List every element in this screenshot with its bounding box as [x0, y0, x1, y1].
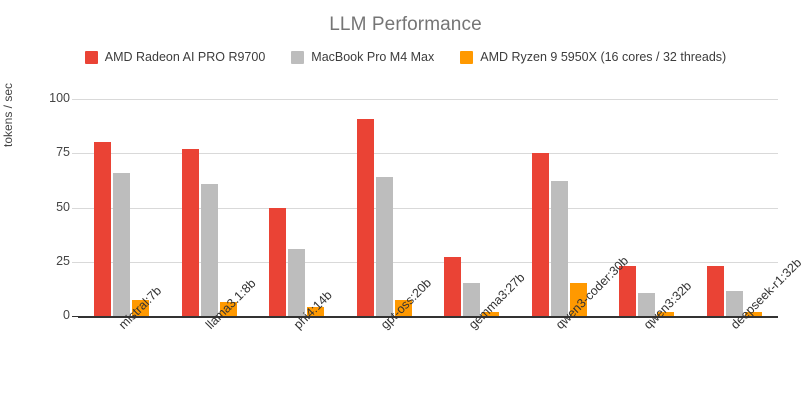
bar[interactable]: [657, 311, 675, 316]
bar[interactable]: [725, 291, 743, 316]
bar[interactable]: [375, 177, 393, 316]
legend-item-label: AMD Ryzen 9 5950X (16 cores / 32 threads…: [480, 50, 727, 64]
chart-title: LLM Performance: [329, 14, 482, 35]
y-axis-tick-label: 50: [56, 199, 70, 214]
bar[interactable]: [394, 299, 412, 316]
legend-item-label: AMD Radeon AI PRO R9700: [104, 50, 266, 64]
legend-item[interactable]: AMD Ryzen 9 5950X (16 cores / 32 threads…: [460, 50, 726, 64]
bar[interactable]: [482, 311, 500, 316]
y-axis-tick-mark: [72, 207, 78, 209]
gridline: [78, 207, 778, 209]
bar[interactable]: [638, 293, 656, 316]
legend-swatch-icon: [460, 50, 474, 64]
bar[interactable]: [219, 301, 237, 316]
bar-group: [531, 99, 587, 316]
bar[interactable]: [288, 248, 306, 316]
y-axis-tick-mark: [72, 99, 78, 100]
gridline: [78, 261, 778, 263]
bar-group: [356, 99, 412, 316]
plot-area: [78, 99, 778, 316]
chart-legend: AMD Radeon AI PRO R9700 MacBook Pro M4 Ma…: [0, 50, 811, 64]
bar[interactable]: [706, 266, 724, 316]
bar-group: [269, 99, 325, 316]
x-axis-line: [78, 316, 778, 318]
gridline: [78, 99, 778, 100]
y-axis-tick-label: 100: [49, 91, 70, 105]
bar[interactable]: [94, 142, 112, 316]
x-axis-labels: mistral:7b llama3.1:8b phi4:14b gpt-oss:20b…: [78, 254, 805, 416]
legend-item[interactable]: MacBook Pro M4 Max: [291, 50, 434, 64]
bar[interactable]: [356, 118, 374, 316]
y-axis-tick-label: 75: [56, 145, 70, 160]
legend-item[interactable]: AMD Radeon AI PRO R9700: [84, 50, 266, 64]
bar[interactable]: [744, 311, 762, 316]
y-axis-tick-label: 25: [56, 253, 70, 268]
y-axis-tick-mark: [72, 261, 78, 263]
bar[interactable]: [113, 172, 131, 316]
bar[interactable]: [619, 266, 637, 316]
y-axis-tick-mark: [72, 316, 78, 317]
bar[interactable]: [181, 148, 199, 316]
y-axis-tick-label: 0: [63, 308, 70, 322]
bar-group: [444, 99, 500, 316]
bar[interactable]: [550, 181, 568, 316]
bar[interactable]: [269, 207, 287, 316]
bar[interactable]: [444, 257, 462, 316]
bar[interactable]: [132, 299, 150, 316]
gridline: [78, 153, 778, 155]
bar-group: [94, 99, 150, 316]
bar[interactable]: [307, 307, 325, 316]
bar[interactable]: [463, 283, 481, 316]
bar-group: [181, 99, 237, 316]
legend-item-label: MacBook Pro M4 Max: [311, 50, 435, 64]
bar-group: [706, 99, 762, 316]
bar[interactable]: [569, 283, 587, 316]
y-axis-tick-mark: [72, 153, 78, 155]
bar-group: [619, 99, 675, 316]
legend-swatch-icon: [84, 50, 98, 64]
bar[interactable]: [200, 183, 218, 316]
bar[interactable]: [531, 153, 549, 316]
legend-swatch-icon: [291, 50, 305, 64]
y-axis-title: tokens / sec: [1, 82, 15, 148]
